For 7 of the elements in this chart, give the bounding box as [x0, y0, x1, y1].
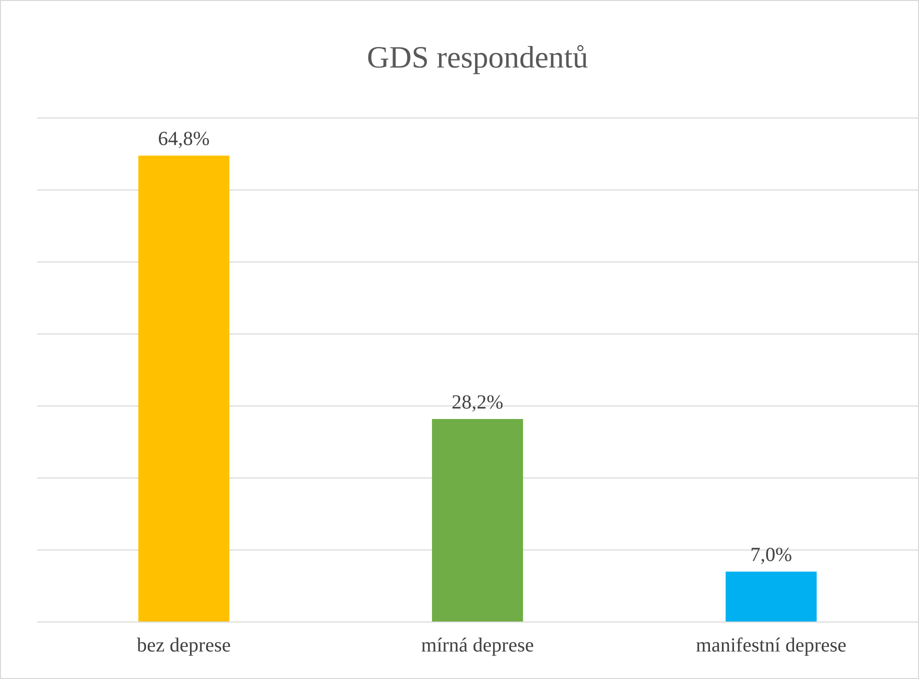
data-label: 64,8% — [158, 128, 210, 150]
x-tick-label: mírná deprese — [421, 634, 534, 656]
data-label: 28,2% — [452, 391, 504, 414]
x-tick-label: bez deprese — [136, 634, 231, 656]
chart-title: GDS respondentů — [366, 40, 588, 75]
data-label: 7,0% — [750, 544, 792, 566]
x-tick-label: manifestní deprese — [696, 634, 847, 656]
